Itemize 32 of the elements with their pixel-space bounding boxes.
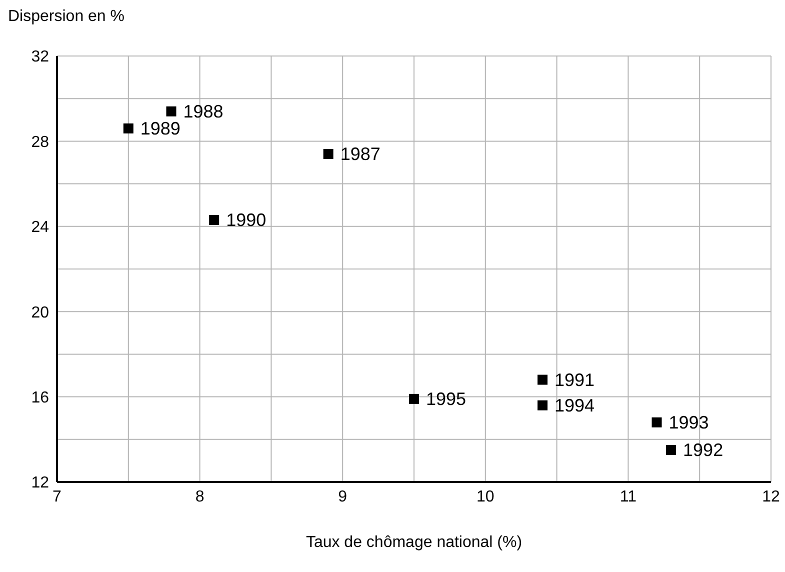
annotation: 1993: [668, 412, 709, 432]
annotation: 1995: [426, 388, 466, 409]
x-tick-label: 12: [762, 488, 780, 506]
y-tick-label: 28: [31, 134, 50, 151]
point: [666, 445, 676, 456]
y-tick-label: 16: [31, 389, 50, 406]
x-tick-label: 7: [52, 488, 62, 506]
x-tick-label: 9: [338, 488, 348, 506]
point: [209, 215, 220, 226]
x-tick-label: 10: [476, 488, 494, 506]
y-tick-label: 24: [31, 219, 50, 236]
annotation: 1992: [683, 440, 724, 460]
point: [323, 148, 334, 159]
x-axis-title: Taux de chômage national (%): [304, 534, 524, 552]
annotation: 1989: [140, 118, 180, 138]
x-tick-label: 8: [195, 488, 204, 506]
point: [652, 417, 662, 428]
annotation: 1990: [226, 210, 266, 230]
point: [538, 400, 548, 410]
annotation: 1988: [183, 101, 224, 122]
annotation: 1991: [554, 370, 595, 390]
annotation: 1994: [554, 395, 595, 416]
point: [123, 123, 134, 134]
y-tick-label: 12: [31, 474, 50, 492]
point: [538, 374, 548, 385]
point: [166, 106, 176, 116]
y-tick-label: 32: [31, 48, 50, 66]
y-axis-title: Dispersion en %: [8, 8, 124, 26]
annotation: 1987: [340, 144, 380, 164]
point: [409, 394, 419, 404]
y-tick-label: 20: [31, 304, 50, 322]
x-tick-label: 11: [620, 488, 637, 506]
